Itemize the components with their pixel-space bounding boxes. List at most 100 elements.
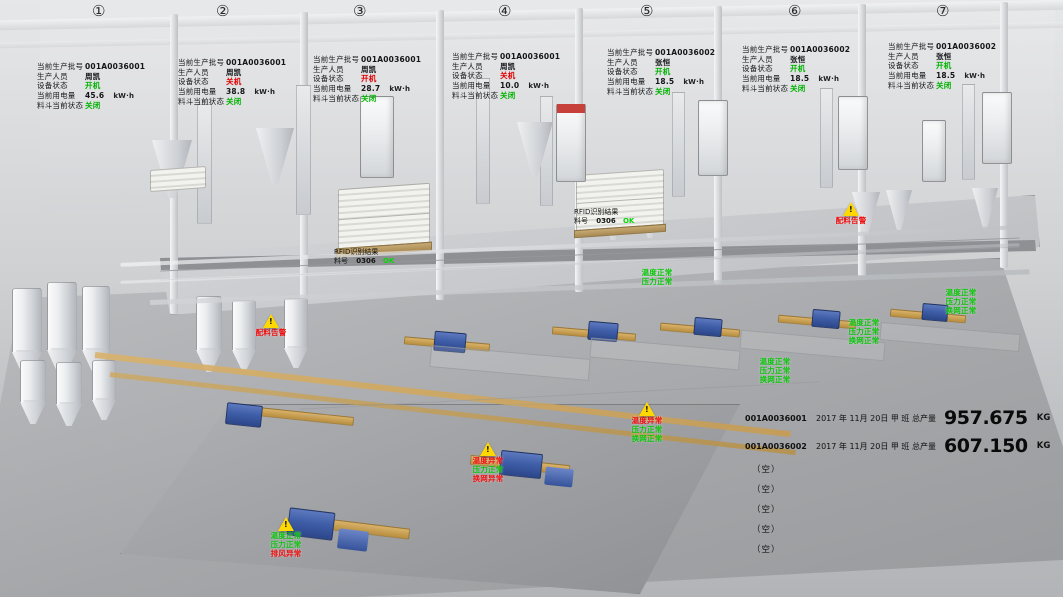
status-line-temperature: 温度正常 bbox=[848, 318, 880, 327]
label-power: 当前用电量 bbox=[742, 73, 781, 83]
label-hopper-status: 料斗当前状态 bbox=[313, 94, 360, 104]
value-operator: 周凯 bbox=[85, 71, 101, 81]
label-operator: 生产人员 bbox=[452, 61, 483, 71]
status-line-screen: 换网正常 bbox=[945, 306, 977, 315]
machine-info-panel-1[interactable]: 当前生产批号 001A0036001 生产人员 周凯 设备状态 开机 当前用电量 45.… bbox=[37, 62, 145, 111]
label-operator: 生产人员 bbox=[607, 57, 638, 67]
total-value: 607.150 bbox=[943, 435, 1028, 457]
status-line-temperature: 温度正常 bbox=[945, 288, 977, 297]
drive-motor[interactable] bbox=[336, 528, 370, 552]
control-cabinet[interactable] bbox=[556, 104, 586, 182]
total-row[interactable]: 001A0036001 2017 年 11月 20日 甲 班 总产量 957.6… bbox=[745, 404, 1057, 432]
drive-motor[interactable] bbox=[544, 466, 574, 488]
line-status-tag-5[interactable]: 温度正常 压力正常 换网正常 bbox=[833, 318, 895, 345]
line-status-tag-7[interactable]: 温度正常 压力正常 bbox=[626, 268, 688, 286]
value-power: 28.7 bbox=[361, 83, 381, 93]
value-device-status: 开机 bbox=[790, 64, 806, 74]
exhaust-stack bbox=[672, 92, 685, 197]
value-batch: 001A0036001 bbox=[500, 52, 561, 61]
drive-motor[interactable] bbox=[224, 402, 264, 428]
machine-info-panel-4[interactable]: 当前生产批号 001A0036001 生产人员 周凯 设备状态 关机 当前用电量 10.… bbox=[452, 52, 560, 101]
line-status-tag-6[interactable]: 温度正常 压力正常 换网正常 bbox=[930, 288, 992, 315]
empty-slot-row: （空） bbox=[752, 545, 781, 555]
value-power: 38.8 bbox=[226, 86, 246, 96]
total-row[interactable]: 001A0036002 2017 年 11月 20日 甲 班 总产量 607.1… bbox=[745, 432, 1057, 460]
label-batch: 当前生产批号 bbox=[313, 55, 360, 64]
line-marker-7: ⑦ bbox=[936, 2, 950, 20]
rfid-label: 料号 bbox=[334, 256, 348, 265]
value-operator: 周凯 bbox=[361, 64, 377, 74]
status-line-screen: 换网正常 bbox=[759, 375, 791, 384]
value-operator: 张恒 bbox=[790, 54, 806, 64]
rfid-result: OK bbox=[622, 216, 635, 225]
line-status-tag-2[interactable]: 温度异常 压力正常 换网异常 bbox=[456, 442, 520, 483]
storage-silo bbox=[12, 288, 42, 354]
value-operator: 周凯 bbox=[500, 61, 516, 71]
machine-info-panel-5[interactable]: 当前生产批号 001A0036002 生产人员 张恒 设备状态 开机 当前用电量 18.… bbox=[607, 48, 715, 97]
value-operator: 张恒 bbox=[936, 51, 952, 61]
unit-kwh: kW·h bbox=[683, 77, 705, 86]
status-line-temperature: 温度正常 bbox=[641, 268, 673, 277]
exhaust-stack bbox=[962, 84, 975, 180]
line-status-tag-1[interactable]: 温度正常 压力正常 排风异常 bbox=[254, 517, 318, 558]
line-marker-2: ② bbox=[216, 2, 230, 20]
total-date-shift: 2017 年 11月 20日 甲 班 总产量 bbox=[816, 441, 936, 451]
alarm-tag-batching-right[interactable]: 配料告警 bbox=[820, 202, 882, 225]
control-cabinet[interactable] bbox=[698, 100, 728, 176]
control-cabinet[interactable] bbox=[360, 96, 394, 178]
control-cabinet[interactable] bbox=[982, 92, 1012, 164]
drive-motor[interactable] bbox=[693, 316, 723, 338]
total-unit: KG bbox=[1036, 413, 1051, 423]
status-line-pressure: 压力正常 bbox=[759, 366, 791, 375]
status-line-screen: 换网异常 bbox=[472, 474, 504, 483]
status-line-screen: 换网正常 bbox=[848, 336, 880, 345]
status-line-pressure: 压力正常 bbox=[270, 540, 302, 549]
warning-triangle-icon bbox=[639, 402, 655, 416]
line-status-tag-4[interactable]: 温度正常 压力正常 换网正常 bbox=[744, 357, 806, 384]
value-hopper-status: 关闭 bbox=[936, 81, 952, 91]
rfid-result-tag-2[interactable]: RFID识别结果 料号 0306 OK bbox=[574, 208, 634, 225]
total-value: 957.675 bbox=[943, 407, 1028, 429]
total-unit: KG bbox=[1036, 441, 1051, 451]
unit-kwh: kW·h bbox=[528, 81, 550, 90]
control-cabinet[interactable] bbox=[922, 120, 946, 182]
status-line-temperature: 温度正常 bbox=[270, 531, 302, 540]
storage-silo bbox=[20, 360, 46, 404]
value-power: 10.0 bbox=[500, 80, 520, 90]
machine-info-panel-3[interactable]: 当前生产批号 001A0036001 生产人员 周凯 设备状态 开机 当前用电量 28.… bbox=[313, 55, 421, 104]
label-operator: 生产人员 bbox=[888, 51, 919, 61]
label-hopper-status: 料斗当前状态 bbox=[607, 87, 654, 97]
label-device-status: 设备状态 bbox=[888, 61, 919, 71]
label-operator: 生产人员 bbox=[742, 54, 773, 64]
control-cabinet[interactable] bbox=[838, 96, 868, 170]
label-power: 当前用电量 bbox=[452, 80, 491, 90]
warning-triangle-icon bbox=[843, 202, 859, 216]
machine-info-panel-2[interactable]: 当前生产批号 001A0036001 生产人员 周凯 设备状态 关机 当前用电量 38.… bbox=[178, 58, 286, 107]
line-marker-3: ③ bbox=[353, 2, 367, 20]
label-hopper-status: 料斗当前状态 bbox=[742, 84, 789, 94]
value-hopper-status: 关闭 bbox=[790, 84, 806, 94]
label-power: 当前用电量 bbox=[37, 90, 76, 100]
label-hopper-status: 料斗当前状态 bbox=[452, 91, 499, 101]
value-device-status: 开机 bbox=[85, 81, 101, 91]
line-marker-1: ① bbox=[92, 2, 106, 20]
value-hopper-status: 关闭 bbox=[361, 94, 377, 104]
line-status-tag-3[interactable]: 温度异常 压力正常 换网正常 bbox=[616, 402, 678, 443]
value-hopper-status: 关闭 bbox=[226, 97, 242, 107]
machine-info-panel-7[interactable]: 当前生产批号 001A0036002 生产人员 张恒 设备状态 开机 当前用电量 18.… bbox=[888, 42, 996, 91]
warning-triangle-icon bbox=[263, 314, 279, 328]
alarm-tag-batching-left[interactable]: 配料告警 bbox=[240, 314, 302, 337]
total-batch-number: 001A0036001 bbox=[745, 413, 807, 423]
value-device-status: 开机 bbox=[361, 74, 377, 84]
value-device-status: 关机 bbox=[500, 71, 516, 81]
unit-kwh: kW·h bbox=[113, 91, 135, 100]
rfid-result-tag-1[interactable]: RFID识别结果 料号 0306 OK bbox=[334, 248, 394, 265]
value-batch: 001A0036001 bbox=[361, 55, 422, 64]
value-batch: 001A0036002 bbox=[790, 45, 851, 54]
label-operator: 生产人员 bbox=[178, 67, 209, 77]
machine-info-panel-6[interactable]: 当前生产批号 001A0036002 生产人员 张恒 设备状态 开机 当前用电量 18.… bbox=[742, 45, 850, 94]
value-batch: 001A0036002 bbox=[936, 42, 997, 51]
label-batch: 当前生产批号 bbox=[742, 45, 789, 54]
